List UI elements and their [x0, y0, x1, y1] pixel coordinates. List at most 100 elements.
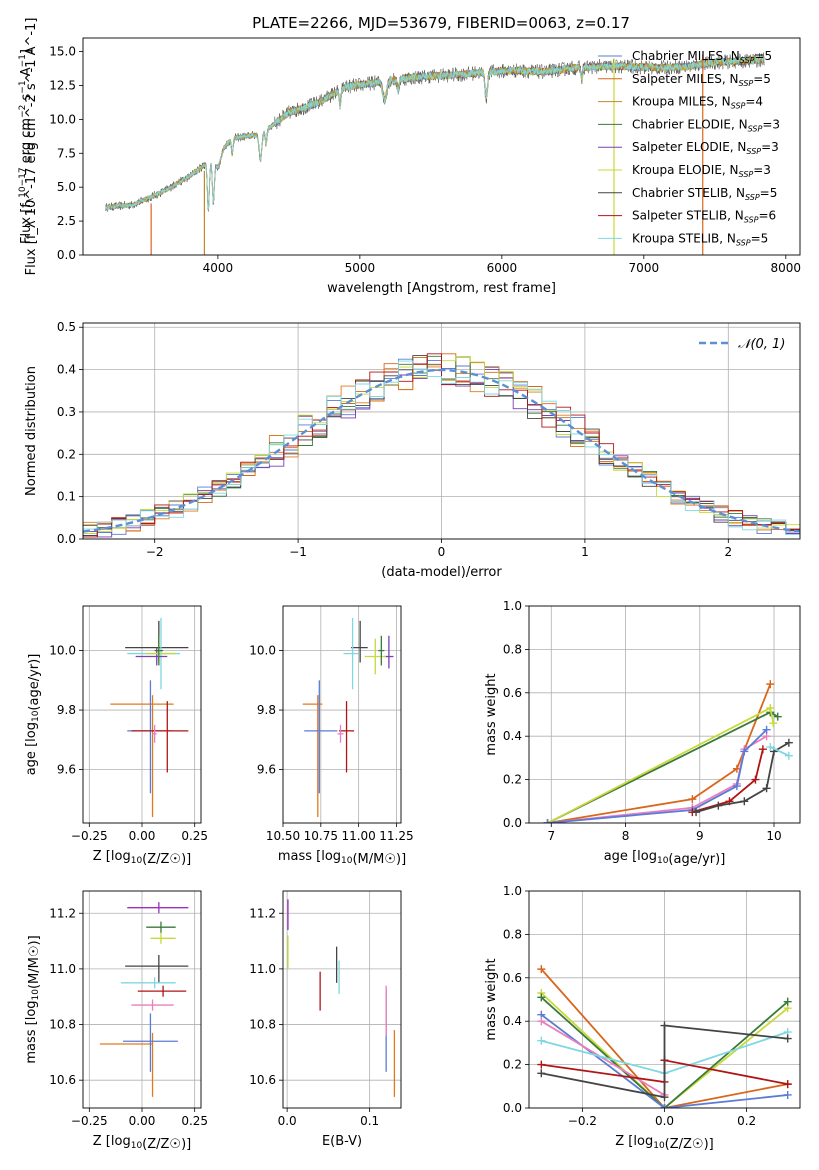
- series-marker: [537, 1060, 546, 1069]
- error-bar-point: [99, 1032, 154, 1097]
- y-tick-label: 0.2: [57, 447, 76, 461]
- plot-area: [529, 891, 800, 1108]
- axes-frame: [282, 890, 402, 1109]
- series-marker: [762, 725, 771, 734]
- x-tick-label: 0.0: [278, 1114, 297, 1128]
- series-marker: [783, 1080, 792, 1089]
- mass-weight-series: [543, 708, 782, 823]
- series-line: [541, 1024, 788, 1099]
- plot-area: [83, 891, 201, 1108]
- series-line: [540, 1020, 665, 1096]
- y-tick-label: 9.8: [57, 703, 76, 717]
- x-tick-label: 1: [581, 545, 589, 559]
- axes-frame: [528, 890, 801, 1109]
- error-bar-point: [110, 695, 174, 818]
- y-tick-label: 9.6: [257, 762, 276, 776]
- residual-legend: 𝒩(0, 1): [699, 337, 785, 352]
- age-vs-mass-plot: 10.50 10.75 11.00 11.25 9.6 9.8 10.0 mass [log1…: [249, 605, 414, 867]
- x-tick-label: 11.25: [379, 829, 413, 843]
- y-axis-label: mass [log10(M/M☉)]: [24, 935, 42, 1063]
- x-tick-label: −2: [146, 545, 164, 559]
- series-marker: [740, 747, 749, 756]
- y-tick-label: 0.4: [57, 363, 76, 377]
- y-axis-label: age [log10(age/yr)]: [24, 654, 42, 776]
- series-marker: [783, 997, 792, 1006]
- series-marker: [784, 751, 793, 760]
- series-marker: [688, 795, 697, 804]
- error-bar-point: [146, 921, 176, 933]
- series-line: [547, 729, 768, 823]
- x-tick-label: 0.25: [181, 829, 208, 843]
- axes-frame: [82, 605, 202, 824]
- y-tick-label: 0.3: [57, 405, 76, 419]
- x-tick-label: −0.25: [71, 1114, 108, 1128]
- y-tick-label: 0.4: [503, 729, 522, 743]
- x-tick-label: −0.25: [71, 829, 108, 843]
- plot-area: [529, 606, 800, 823]
- y-tick-label: 9.6: [57, 762, 76, 776]
- x-axis-label: (data-model)/error: [381, 565, 502, 580]
- series-marker: [740, 797, 749, 806]
- series-marker: [769, 719, 778, 728]
- plot-area: [83, 606, 201, 823]
- x-axis-label: Z [log10(Z/Z☉)]: [93, 1134, 191, 1152]
- x-tick-label: 7000: [629, 261, 660, 275]
- y-tick-label: 15.0: [49, 45, 76, 59]
- y-tick-label: 10.6: [49, 1073, 76, 1087]
- x-tick-label: 0: [438, 545, 446, 559]
- x-tick-label: 4000: [203, 261, 234, 275]
- mass-weight-series: [537, 1021, 792, 1102]
- y-axis-label: mass weight: [484, 673, 499, 755]
- series-marker: [773, 712, 782, 721]
- x-tick-label: 5000: [345, 261, 376, 275]
- series-marker: [537, 993, 546, 1002]
- y-tick-label: 0.5: [57, 320, 76, 334]
- error-bar-point: [154, 635, 164, 666]
- y-tick-label: 11.0: [249, 962, 276, 976]
- figure-title: PLATE=2266, MJD=53679, FIBERID=0063, z=0…: [252, 14, 630, 32]
- error-bar-point: [337, 724, 344, 743]
- y-tick-label: 12.5: [49, 78, 76, 92]
- age-vs-metallicity-plot: −0.25 0.00 0.25 9.6 9.8 10.0 Z [log10(Z/Z☉)] ag…: [24, 605, 208, 867]
- x-tick-label: 0.1: [360, 1114, 379, 1128]
- legend-entry: Chabrier MILES, NSSP=5: [632, 49, 772, 65]
- y-tick-label: 0.2: [503, 1058, 522, 1072]
- y-tick-label: 10.0: [49, 644, 76, 658]
- series-line: [547, 711, 779, 823]
- normal-curve: [83, 368, 800, 533]
- legend-entry: Kroupa MILES, NSSP=4: [632, 95, 763, 111]
- x-tick-label: 0.00: [129, 1114, 156, 1128]
- series-marker: [762, 784, 771, 793]
- legend-entry: 𝒩(0, 1): [738, 337, 785, 352]
- y-tick-label: 0.8: [503, 927, 522, 941]
- y-tick-label: 0.4: [503, 1014, 522, 1028]
- axes-frame: [528, 605, 801, 824]
- series-marker: [783, 1034, 792, 1043]
- error-bar-point: [338, 701, 355, 773]
- x-tick-label: −1: [289, 545, 307, 559]
- y-tick-label: 1.0: [503, 884, 522, 898]
- y-tick-label: 0.8: [503, 642, 522, 656]
- error-bar-point: [152, 724, 157, 743]
- error-bar-point: [351, 620, 368, 663]
- series-line: [540, 992, 789, 1108]
- series-marker: [732, 782, 741, 791]
- series-marker: [758, 745, 767, 754]
- histogram-step: [83, 360, 800, 536]
- series-marker: [751, 775, 760, 784]
- y-axis-label: Normed distribution: [24, 366, 39, 496]
- error-bar-point: [343, 617, 359, 690]
- error-bar-point: [150, 932, 176, 944]
- legend-entry: Salpeter MILES, NSSP=5: [632, 72, 771, 88]
- y-tick-label: 0.0: [503, 816, 522, 830]
- axes-frame: [282, 605, 402, 824]
- y-tick-label: 5.0: [57, 180, 76, 194]
- series-line: [769, 746, 790, 757]
- error-bar-point: [131, 701, 189, 773]
- error-bar-point: [364, 638, 386, 675]
- x-axis-label: mass [log10(M/M☉)]: [278, 849, 406, 867]
- plot-area: [83, 323, 800, 539]
- y-tick-label: 0.0: [503, 1101, 522, 1115]
- x-tick-label: 0.0: [655, 1114, 674, 1128]
